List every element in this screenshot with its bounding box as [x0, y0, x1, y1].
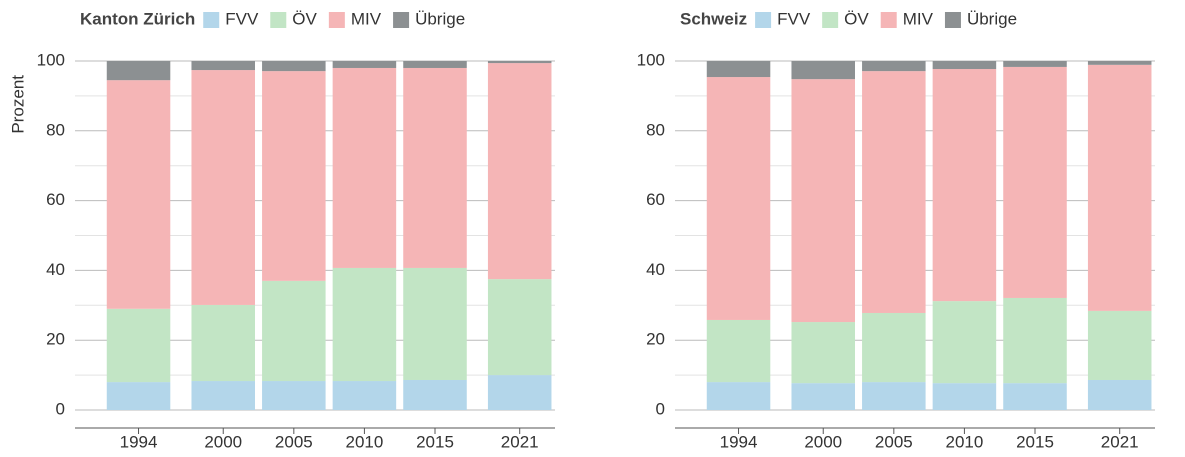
x-tick-label: 2010 — [945, 432, 983, 451]
y-tick-label: 40 — [46, 260, 65, 279]
bar-segment — [262, 61, 326, 72]
y-tick-label: 60 — [46, 190, 65, 209]
y-tick-label: 40 — [646, 260, 665, 279]
legend-label: MIV — [351, 9, 382, 28]
bar-segment — [403, 67, 467, 268]
legend-swatch — [755, 12, 772, 28]
bar-segment — [862, 61, 926, 72]
bar-segment — [1003, 66, 1067, 298]
bar-segment — [332, 67, 397, 268]
bar-segment — [706, 61, 771, 78]
bar-segment — [1087, 310, 1152, 380]
chart-title: Kanton Zürich — [80, 9, 195, 28]
bar-segment — [191, 304, 255, 382]
bar-segment — [403, 267, 467, 380]
bar-segment — [487, 63, 552, 280]
legend-swatch — [393, 12, 410, 28]
bar-segment — [1087, 379, 1152, 410]
bar-segment — [791, 383, 855, 410]
bar-segment — [932, 61, 997, 70]
x-tick-label: 2000 — [204, 432, 242, 451]
legend-swatch — [203, 12, 220, 28]
y-tick-label: 20 — [46, 330, 65, 349]
legend-swatch — [270, 12, 287, 28]
chart-title: Schweiz — [680, 9, 747, 28]
bar-segment — [932, 301, 997, 384]
bar-segment — [262, 280, 326, 382]
bar-segment — [706, 77, 771, 320]
bar-segment — [332, 267, 397, 382]
legend-label: FVV — [225, 9, 259, 28]
x-tick-label: 2021 — [501, 432, 539, 451]
x-tick-label: 2005 — [875, 432, 913, 451]
bar-segment — [487, 375, 552, 410]
bar-segment — [106, 382, 171, 410]
bar-segment — [403, 379, 467, 410]
x-tick-label: 2010 — [345, 432, 383, 451]
bar-segment — [487, 279, 552, 376]
x-tick-label: 2005 — [275, 432, 313, 451]
bar-segment — [1003, 61, 1067, 67]
y-tick-label: 100 — [637, 50, 665, 69]
legend-swatch — [880, 12, 897, 28]
bar-segment — [862, 312, 926, 383]
x-tick-label: 2015 — [416, 432, 454, 451]
bar-segment — [706, 319, 771, 383]
bar-segment — [791, 61, 855, 80]
legend-swatch — [822, 12, 839, 28]
bar-segment — [106, 308, 171, 383]
bar-segment — [106, 61, 171, 81]
bar-segment — [403, 61, 467, 68]
x-tick-label: 2000 — [804, 432, 842, 451]
y-axis-label: Prozent — [8, 75, 27, 134]
x-tick-label: 1994 — [120, 432, 158, 451]
x-tick-label: 2015 — [1016, 432, 1054, 451]
bar-segment — [191, 70, 255, 305]
legend-label: Übrige — [967, 9, 1017, 28]
y-tick-label: 80 — [46, 120, 65, 139]
bar-segment — [332, 381, 397, 410]
legend-label: FVV — [777, 9, 811, 28]
legend-label: Übrige — [415, 9, 465, 28]
legend-label: ÖV — [844, 9, 869, 28]
bar-segment — [932, 69, 997, 302]
legend-swatch — [944, 12, 961, 28]
legend-label: MIV — [903, 9, 934, 28]
bar-segment — [332, 61, 397, 68]
y-tick-label: 80 — [646, 120, 665, 139]
bar-segment — [791, 79, 855, 323]
bar-segment — [862, 71, 926, 313]
bar-segment — [487, 61, 552, 64]
x-tick-label: 2021 — [1101, 432, 1139, 451]
y-tick-label: 0 — [656, 399, 665, 418]
y-tick-label: 100 — [37, 50, 65, 69]
y-tick-label: 20 — [646, 330, 665, 349]
bar-segment — [191, 381, 255, 410]
bar-segment — [1003, 297, 1067, 384]
bar-segment — [791, 322, 855, 384]
legend-swatch — [328, 12, 345, 28]
x-tick-label: 1994 — [720, 432, 758, 451]
legend-label: ÖV — [292, 9, 317, 28]
bar-segment — [932, 383, 997, 410]
bar-segment — [1087, 61, 1152, 65]
bar-segment — [262, 71, 326, 281]
bar-segment — [1003, 383, 1067, 410]
bar-segment — [862, 382, 926, 410]
bar-segment — [262, 381, 326, 410]
bar-segment — [1087, 64, 1152, 311]
bar-segment — [106, 80, 171, 309]
y-tick-label: 0 — [56, 399, 65, 418]
bar-segment — [706, 382, 771, 410]
bar-segment — [191, 61, 255, 71]
y-tick-label: 60 — [646, 190, 665, 209]
